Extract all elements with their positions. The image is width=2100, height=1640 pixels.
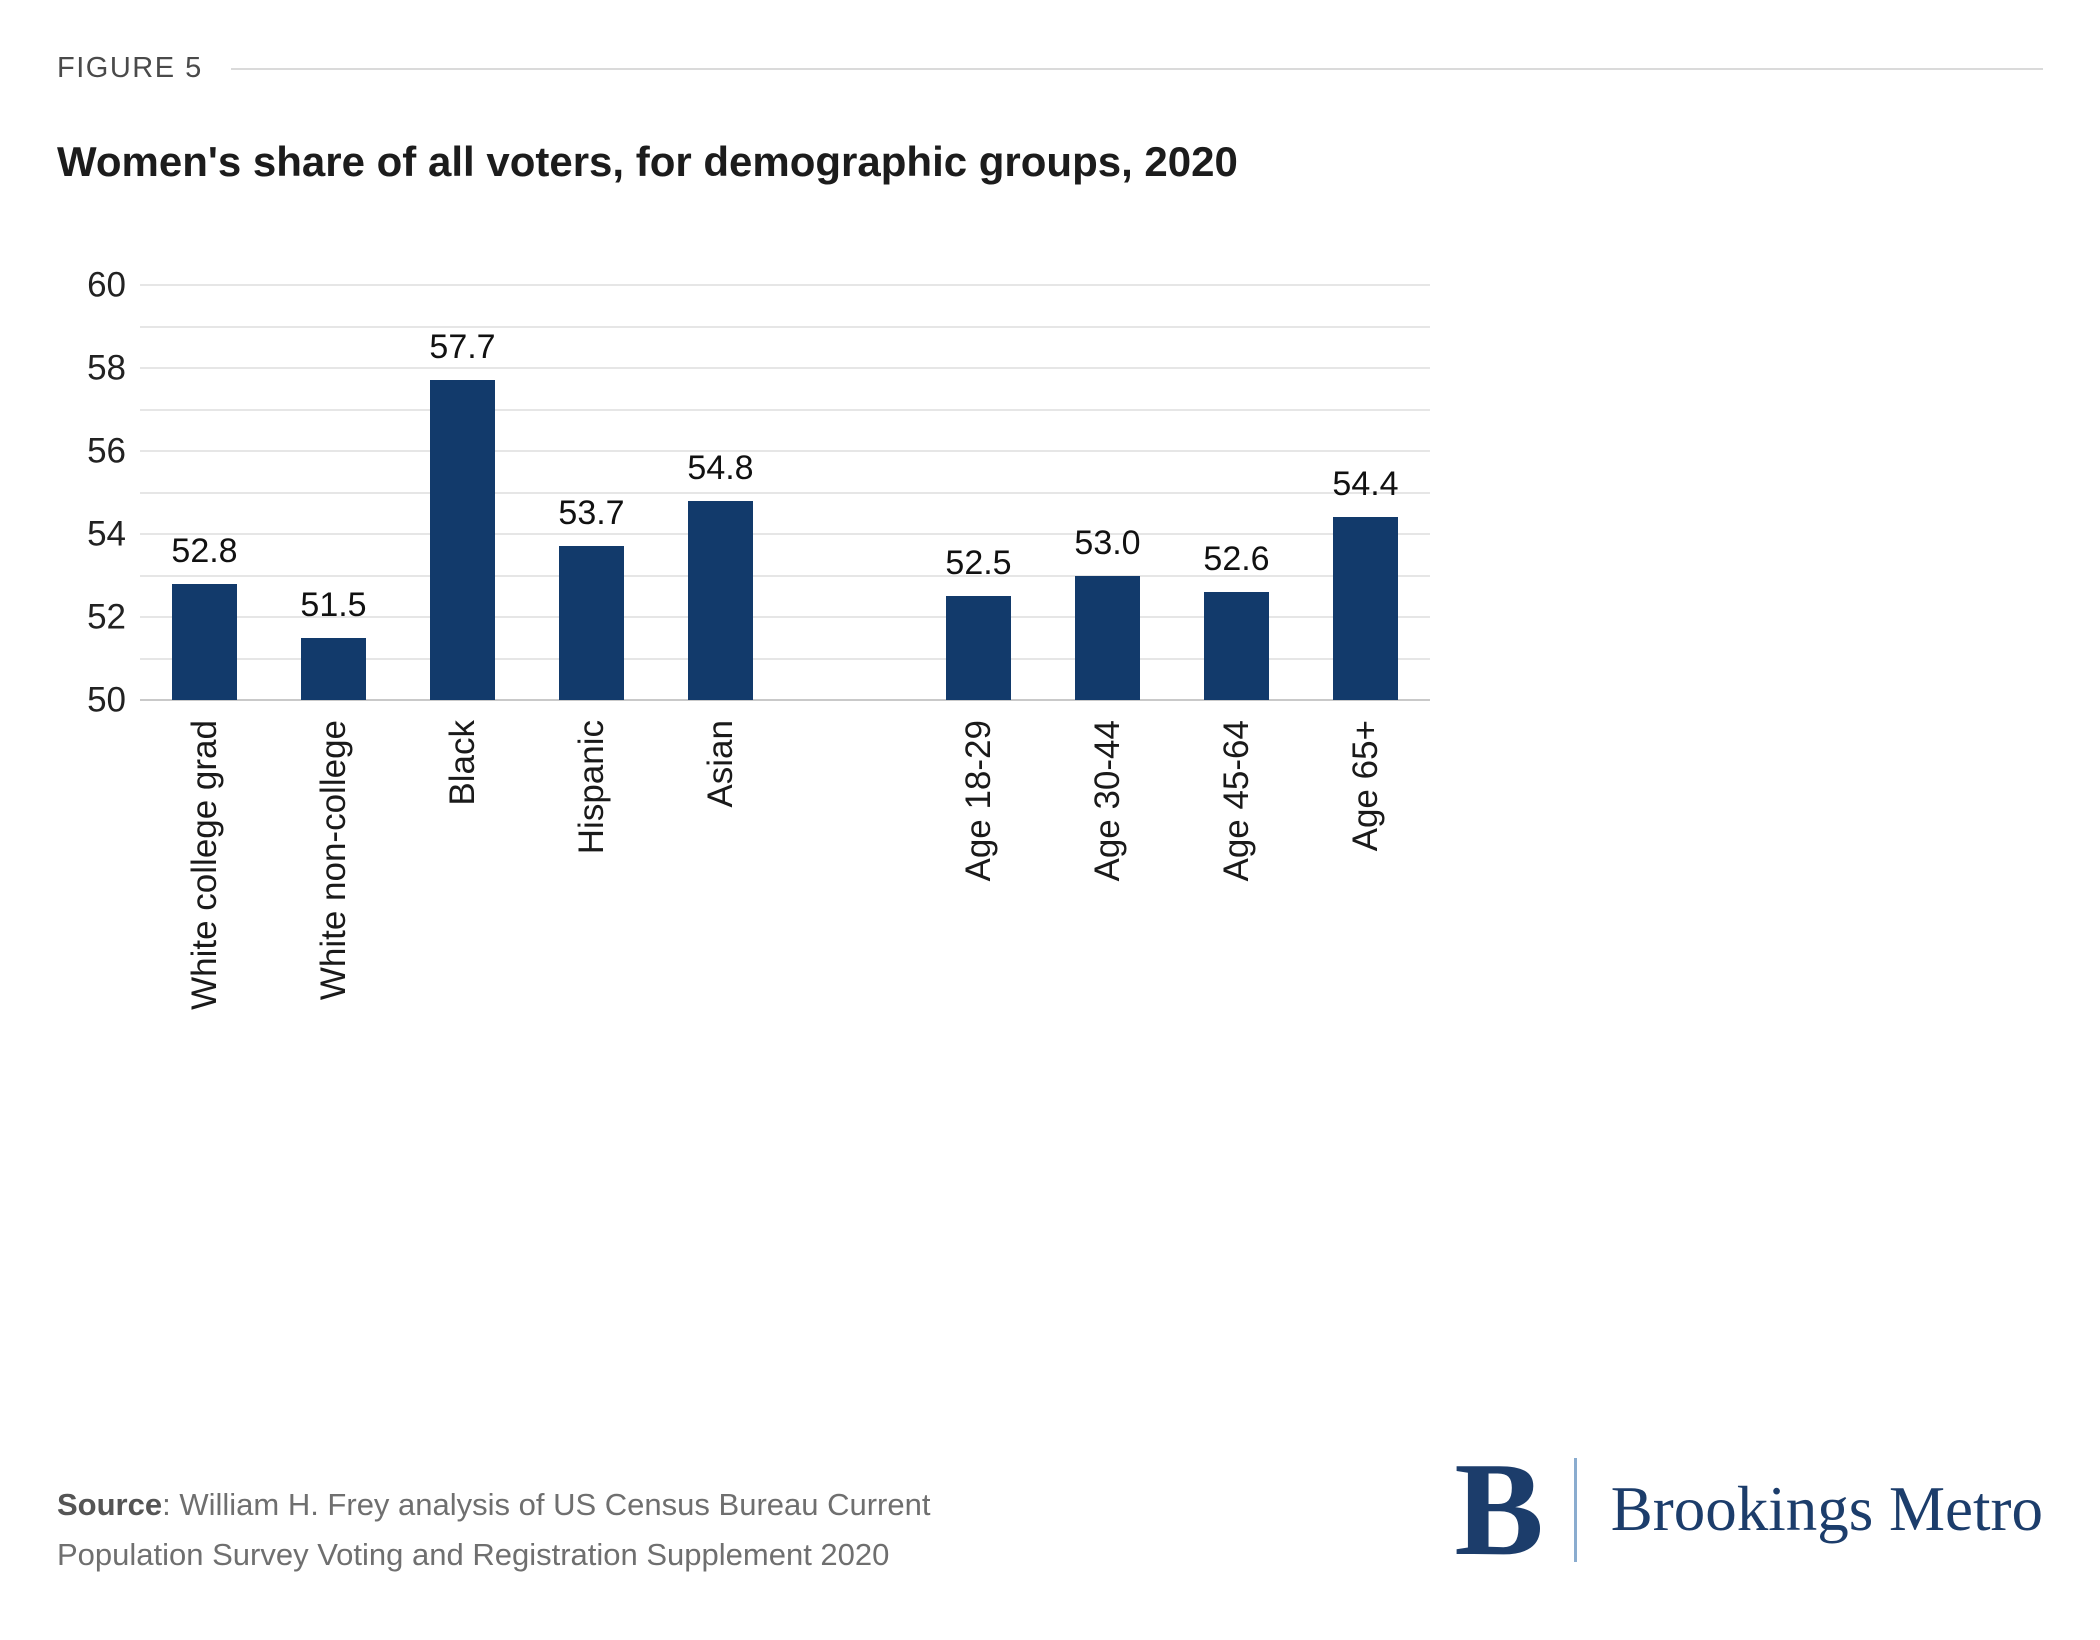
source-line-1: Source: William H. Frey analysis of US C… [57,1480,930,1530]
figure-header: FIGURE 5 [57,52,2043,85]
source-prefix: Source [57,1487,163,1522]
source-line-1-rest: : William H. Frey analysis of US Census … [162,1487,931,1522]
x-axis-category-label: Hispanic [572,720,611,855]
source-text: Source: William H. Frey analysis of US C… [57,1480,930,1579]
bar-value-label: 54.8 [687,448,754,487]
bar [1075,575,1140,700]
bar [559,546,624,700]
x-axis-category-label: Age 30-44 [1088,720,1127,882]
bar-value-label: 52.5 [945,544,1012,583]
y-tick-label: 52 [87,597,126,637]
bar-value-label: 51.5 [300,585,367,624]
bar-value-label: 57.7 [429,328,496,367]
bar-value-label: 53.0 [1074,523,1141,562]
bar [430,380,495,700]
gridline [140,367,1430,369]
bar [688,500,753,700]
x-axis-category-label: White non-college [314,720,353,1001]
x-axis-category-label: Age 18-29 [959,720,998,882]
gridline [140,699,1430,701]
gridline [140,450,1430,452]
bar-value-label: 52.8 [171,531,238,570]
gridline [140,533,1430,535]
x-axis-labels: White college grad White non-college Black… [140,720,1430,1010]
y-tick-label: 60 [87,265,126,305]
x-cell: White non-college [269,720,398,1010]
x-cell: White college grad [140,720,269,1010]
gridline [140,657,1430,660]
x-axis-category-label: Age 65+ [1346,720,1385,852]
x-axis-category-label: Black [443,720,482,806]
gridline [140,408,1430,411]
gridline [140,325,1430,328]
x-cell: Black [398,720,527,1010]
bar [172,583,237,700]
brookings-b-mark: B [1454,1435,1544,1583]
plot-area: 52.8 51.5 57.7 53.7 54.8 52.5 53.0 52.6 54.4 [140,284,1430,701]
x-cell: Age 18-29 [914,720,1043,1010]
y-tick-label: 50 [87,680,126,720]
gridline [140,284,1430,286]
x-cell: Age 30-44 [1043,720,1172,1010]
y-axis: 50 52 54 56 58 60 [30,268,126,718]
figure-label: FIGURE 5 [57,52,203,84]
y-tick-label: 54 [87,514,126,554]
bar-value-label: 54.4 [1332,465,1399,504]
x-cell: Hispanic [527,720,656,1010]
x-cell: Age 65+ [1301,720,1430,1010]
gridline [140,574,1430,577]
bar-value-label: 53.7 [558,494,625,533]
source-line-2: Population Survey Voting and Registratio… [57,1536,890,1572]
bar [1204,592,1269,700]
bar-value-label: 52.6 [1203,540,1270,579]
logo-name: Brookings Metro [1610,1474,2043,1545]
bar [1333,517,1398,700]
bar [301,637,366,700]
y-tick-label: 56 [87,431,126,471]
x-axis-category-label: White college grad [185,720,224,1010]
x-axis-category-label: Asian [701,720,740,808]
x-cell: Asian [656,720,785,1010]
x-cell: Age 45-64 [1172,720,1301,1010]
bar [946,596,1011,700]
brookings-logo: B Brookings Metro [1454,1435,2043,1583]
x-cell [785,720,914,1010]
gridline [140,616,1430,618]
y-tick-label: 58 [87,348,126,388]
logo-divider [1573,1457,1577,1562]
x-axis-category-label: Age 45-64 [1217,720,1256,882]
gridline [140,491,1430,494]
figure-rule [230,67,2043,70]
chart-title: Women's share of all voters, for demogra… [57,138,1238,185]
